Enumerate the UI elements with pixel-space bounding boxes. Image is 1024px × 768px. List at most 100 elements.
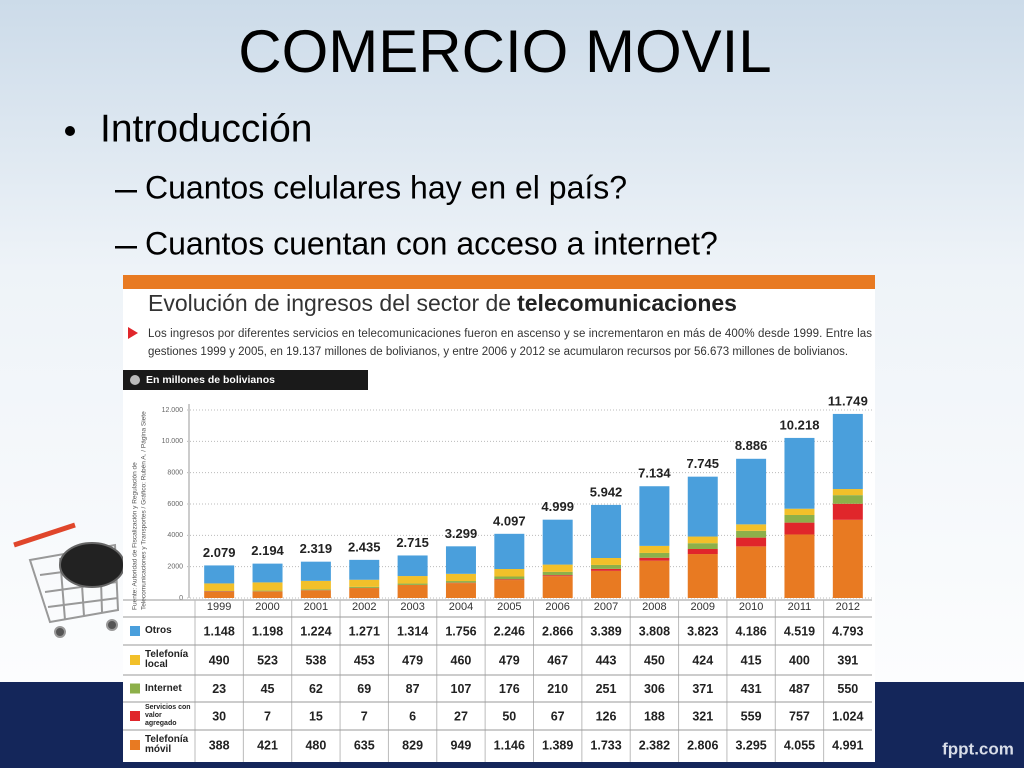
total-label: 2.079	[203, 545, 236, 560]
header-bar	[123, 275, 875, 289]
table-value: 4.519	[784, 624, 815, 638]
table-value: 69	[357, 682, 371, 696]
bar-segment	[687, 543, 718, 550]
dash	[115, 190, 137, 193]
table-value: 4.991	[832, 738, 863, 752]
table-value: 538	[305, 653, 326, 667]
bar-segment	[494, 533, 525, 570]
table-value: 6	[409, 709, 416, 723]
bar-segment	[542, 575, 573, 577]
table-value: 251	[596, 682, 617, 696]
arrow-marker	[128, 327, 138, 339]
y-tick-label: 6000	[167, 501, 183, 508]
bar-segment	[445, 583, 476, 598]
legend-swatch	[130, 626, 140, 636]
bar-segment	[300, 590, 331, 598]
table-value: 62	[309, 682, 323, 696]
bar-segment	[736, 546, 767, 598]
table-value: 467	[547, 653, 568, 667]
x-tick-label: 1999	[207, 601, 231, 613]
bar-segment	[252, 563, 283, 583]
sub-bullet: Cuantos cuentan con acceso a internet?	[145, 225, 718, 261]
table-value: 523	[257, 653, 278, 667]
chart-title-regular: Evolución de ingresos del sector de	[148, 290, 511, 316]
bar-segment	[542, 519, 573, 565]
table-value: 1.389	[542, 738, 573, 752]
legend-label-box: Otros	[145, 625, 172, 636]
table-value: 1.271	[349, 624, 380, 638]
bar-segment	[494, 580, 525, 598]
table-value: 1.314	[397, 624, 428, 638]
table-value: 757	[789, 709, 810, 723]
table-value: 4.186	[735, 624, 766, 638]
table-value: 2.246	[494, 624, 525, 638]
unit-dot	[130, 375, 140, 385]
bar-segment	[252, 591, 283, 598]
legend-label-box: Internet	[145, 682, 182, 694]
total-label: 2.194	[251, 543, 284, 558]
table-value: 3.389	[590, 624, 621, 638]
bar-segment	[591, 558, 622, 565]
legend-swatch	[130, 740, 140, 750]
bar-segment	[639, 557, 670, 561]
table-value: 391	[837, 653, 858, 667]
bar-segment	[832, 489, 863, 496]
table-value: 126	[596, 709, 617, 723]
table-value: 3.808	[639, 624, 670, 638]
table-value: 1.733	[590, 738, 621, 752]
bar-segment	[397, 555, 428, 577]
table-value: 480	[305, 738, 326, 752]
bar-segment	[300, 561, 331, 581]
bar-segment	[736, 530, 767, 538]
x-tick-label: 2009	[691, 601, 715, 613]
bullet-dot	[65, 126, 75, 136]
bar-segment	[784, 534, 815, 598]
table-value: 45	[261, 682, 275, 696]
table-value: 479	[499, 653, 520, 667]
table-value: 1.198	[252, 624, 283, 638]
table-value: 431	[741, 682, 762, 696]
bar-segment	[349, 579, 380, 587]
table-value: 321	[692, 709, 713, 723]
bar-segment	[445, 546, 476, 574]
bar-segment	[736, 537, 767, 547]
dash	[115, 246, 137, 249]
y-tick-label: 8000	[167, 470, 183, 477]
bar-segment	[591, 570, 622, 598]
bar-segment	[494, 576, 525, 580]
total-label: 7.745	[686, 456, 719, 471]
bar-segment	[687, 536, 718, 544]
table-value: 443	[596, 653, 617, 667]
bar-segment	[494, 579, 525, 581]
x-tick-label: 2011	[788, 601, 812, 613]
y-tick-label: 0	[179, 595, 183, 602]
bar-segment	[736, 458, 767, 525]
bar-segment	[445, 581, 476, 583]
x-tick-label: 2012	[836, 601, 860, 613]
bar-segment	[591, 504, 622, 559]
bar-segment	[349, 588, 380, 598]
table-value: 1.146	[494, 738, 525, 752]
x-tick-label: 2007	[594, 601, 618, 613]
table-value: 23	[212, 682, 226, 696]
table-value: 4.055	[784, 738, 815, 752]
legend-label: Internet	[145, 682, 182, 694]
bar-segment	[687, 554, 718, 598]
table-value: 1.024	[832, 709, 863, 723]
footer: fppt.com	[942, 739, 1014, 758]
total-label: 7.134	[638, 466, 671, 481]
x-tick-label: 2006	[545, 601, 569, 613]
legend-label-box: Telefonía móvil	[145, 734, 189, 755]
total-label: 3.299	[445, 526, 478, 541]
legend-label: Telefonía móvil	[145, 734, 189, 755]
table-value: 490	[209, 653, 230, 667]
bar-segment	[687, 476, 718, 537]
table-value: 188	[644, 709, 665, 723]
table-value: 487	[789, 682, 810, 696]
table-value: 371	[692, 682, 713, 696]
legend-label: Otros	[145, 625, 172, 636]
table-value: 450	[644, 653, 665, 667]
total-label: 8.886	[735, 438, 768, 453]
bar-segment	[687, 549, 718, 555]
